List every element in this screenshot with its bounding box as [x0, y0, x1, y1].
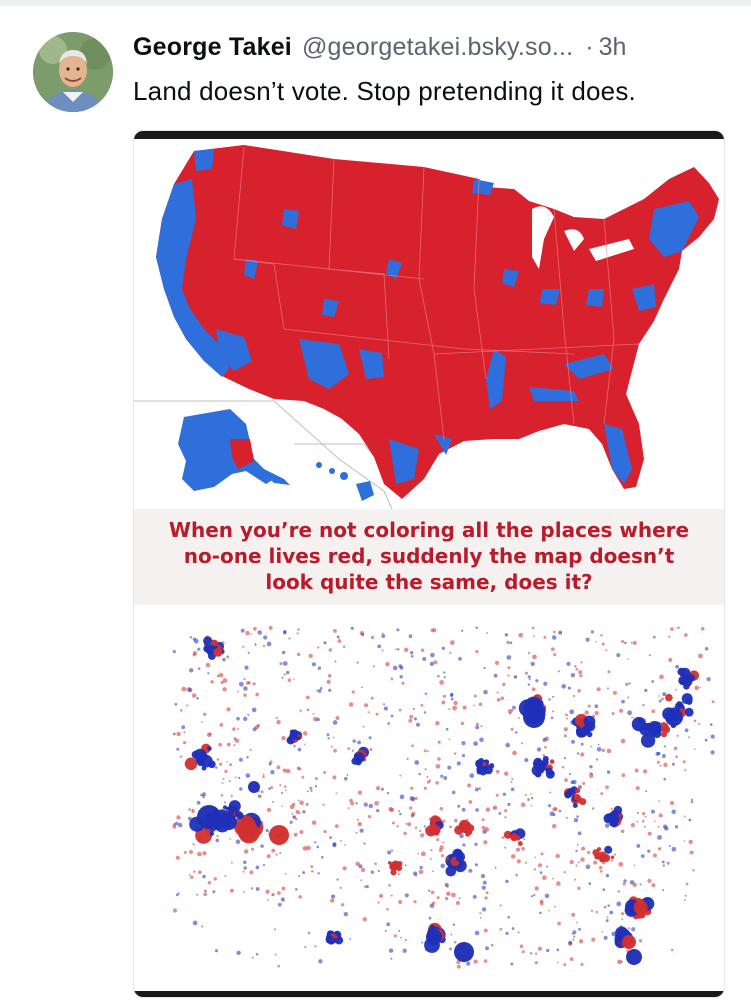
avatar[interactable] — [33, 32, 113, 112]
post-text: Land doesn’t vote. Stop pretending it do… — [133, 76, 636, 106]
image-border-bottom — [134, 991, 724, 997]
caption-line-1: When you’re not coloring all the places … — [168, 518, 690, 542]
post-header: George Takei @georgetakei.bsky.so... · 3… — [133, 33, 626, 67]
caption-background — [134, 509, 724, 605]
caption-line-2: no-one lives red, suddenly the map doesn… — [183, 544, 675, 568]
avatar-image — [33, 32, 113, 112]
separator-dot: · — [585, 33, 594, 61]
caption-line-3: look quite the same, does it? — [265, 570, 593, 594]
divider — [0, 0, 751, 6]
post-timestamp[interactable]: 3h — [598, 33, 627, 61]
author-name[interactable]: George Takei — [133, 33, 292, 61]
image-border-top — [134, 131, 724, 139]
us-bubble-map — [134, 607, 724, 997]
author-handle[interactable]: @georgetakei.bsky.so... — [301, 33, 574, 61]
us-county-map — [134, 139, 724, 509]
image-caption: When you’re not coloring all the places … — [134, 517, 724, 595]
post-image[interactable]: When you’re not coloring all the places … — [133, 130, 725, 998]
